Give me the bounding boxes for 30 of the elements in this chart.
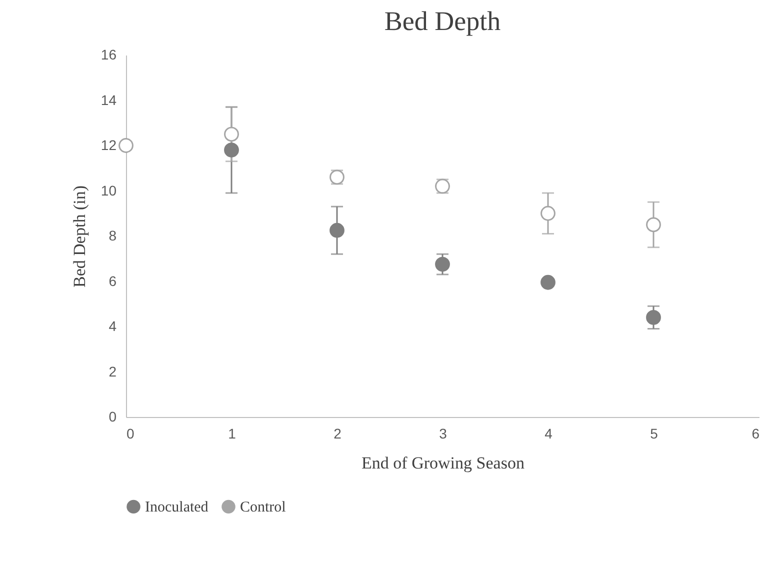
x-tick-label: 4 [544,426,553,442]
point [435,256,450,272]
legend-label: Control [240,500,286,516]
y-tick-label: 14 [100,92,117,108]
point [646,217,661,232]
point [540,206,556,221]
x-tick-label: 5 [650,426,658,442]
point [118,138,134,153]
y-tick-label: 0 [108,408,117,424]
x-tick-label: 2 [334,426,342,442]
x-tick-label: 3 [439,426,448,442]
point [646,310,661,325]
point [224,126,239,142]
legend-label: Inoculated [145,500,209,516]
x-tick-label: 6 [752,426,760,442]
y-tick-label: 10 [100,182,117,198]
x-tick-label: 0 [126,426,134,442]
x-axis-title: End of Growing Season [362,454,525,472]
chart-title: Bed Depth [384,6,502,36]
y-tick-label: 4 [108,318,117,334]
y-tick-label: 2 [108,363,117,380]
point [224,142,239,158]
y-axis-title: Bed Depth (in) [70,186,89,288]
y-tick-label: 12 [100,137,117,153]
x-tick-label: 1 [228,426,236,442]
point [330,222,344,238]
y-tick-label: 6 [108,272,117,289]
y-tick-label: 8 [108,228,117,244]
y-tick-label: 16 [100,46,117,62]
point [540,274,556,290]
